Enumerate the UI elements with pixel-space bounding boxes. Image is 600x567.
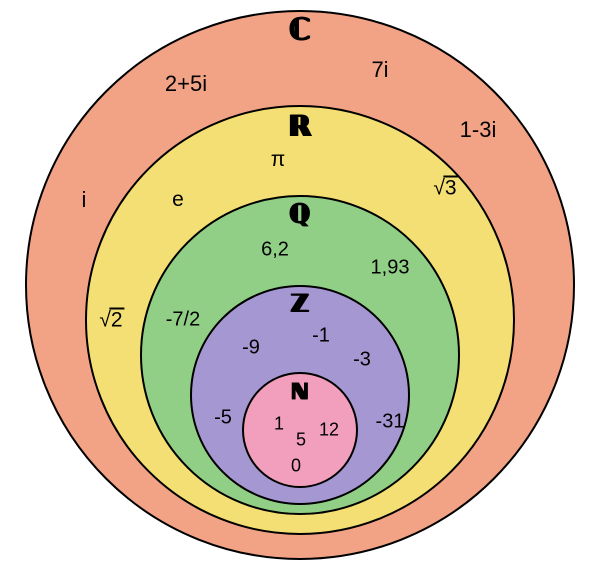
number-sets-venn: ℂ ℝ ℚ ℤ ℕ 2+5i 7i 1-3i i π e √3 √2 6,2 1… xyxy=(0,0,600,567)
example-Z-0: -9 xyxy=(242,337,260,360)
example-Q-2: -7/2 xyxy=(166,309,200,332)
example-N-0: 1 xyxy=(274,414,284,435)
example-Q-0: 6,2 xyxy=(261,239,289,262)
example-R-2: √3 xyxy=(433,176,458,201)
example-Q-1: 1,93 xyxy=(371,257,410,280)
example-C-3: i xyxy=(82,187,87,213)
example-Z-4: -31 xyxy=(376,411,405,434)
example-N-2: 12 xyxy=(319,420,339,441)
example-C-2: 1-3i xyxy=(460,117,497,143)
set-label-Z: ℤ xyxy=(291,290,309,319)
set-label-R: ℝ xyxy=(289,110,312,143)
example-Z-1: -1 xyxy=(312,325,330,348)
example-C-1: 7i xyxy=(371,57,388,83)
example-Z-2: -3 xyxy=(353,349,371,372)
example-N-1: 5 xyxy=(296,430,306,451)
example-N-3: 0 xyxy=(291,456,301,477)
example-Z-3: -5 xyxy=(214,407,232,430)
example-R-1: e xyxy=(172,188,184,212)
set-label-Q: ℚ xyxy=(290,199,311,230)
example-R-0: π xyxy=(271,148,286,172)
set-label-N: ℕ xyxy=(291,379,309,405)
example-C-0: 2+5i xyxy=(165,71,207,97)
example-R-3: √2 xyxy=(99,308,124,333)
set-label-C: ℂ xyxy=(289,13,310,48)
